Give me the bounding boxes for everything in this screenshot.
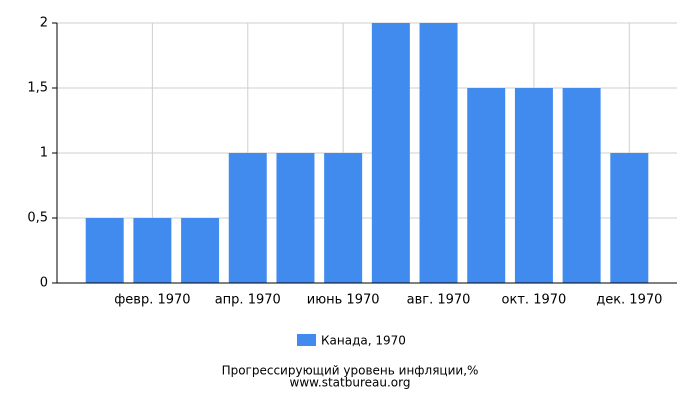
y-tick-label: 1 [40, 146, 48, 161]
bar [371, 23, 410, 283]
x-tick-label: окт. 1970 [502, 293, 567, 308]
bar [85, 218, 124, 283]
bar [419, 23, 458, 283]
y-tick-label: 1,5 [27, 81, 48, 96]
x-tick-label: июнь 1970 [307, 293, 380, 308]
x-tick-label: дек. 1970 [596, 293, 662, 308]
bar [514, 88, 553, 283]
bar [562, 88, 601, 283]
legend-swatch [297, 334, 316, 346]
source: www.statbureau.org [290, 376, 411, 390]
bar [181, 218, 220, 283]
bar [324, 153, 363, 283]
bar [610, 153, 649, 283]
bar [467, 88, 506, 283]
x-tick-label: апр. 1970 [215, 293, 281, 308]
y-tick-label: 0 [40, 276, 48, 291]
x-tick-label: авг. 1970 [407, 293, 471, 308]
chart-title: Прогрессирующий уровень инфляции,% [222, 364, 479, 378]
y-tick-label: 0,5 [27, 211, 48, 226]
bar [228, 153, 267, 283]
legend-label: Канада, 1970 [321, 334, 406, 348]
bar [276, 153, 315, 283]
x-tick-label: февр. 1970 [114, 293, 190, 308]
bar [133, 218, 172, 283]
y-tick-label: 2 [40, 16, 48, 31]
